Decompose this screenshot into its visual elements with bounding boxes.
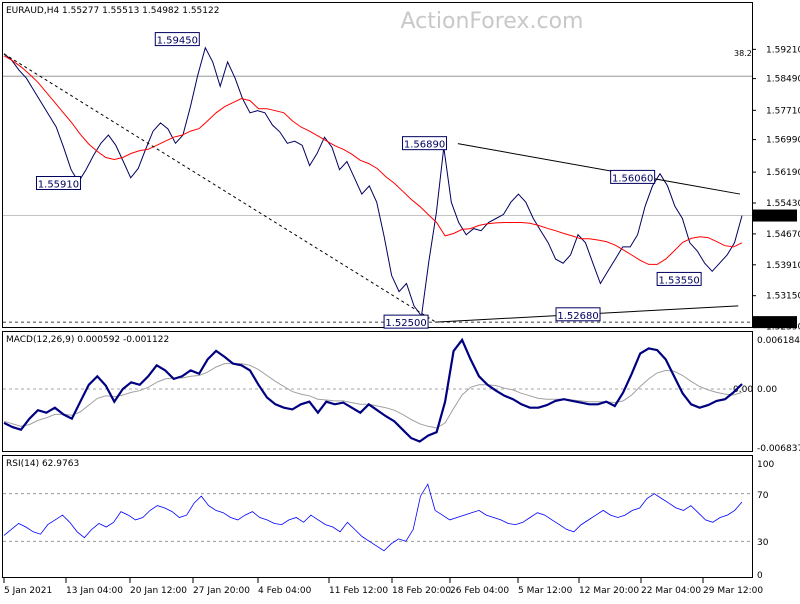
support-level-tag-label: 1.52500 [756, 319, 793, 329]
rsi-tick-30: 30 [757, 538, 769, 548]
date-axis-label: 22 Mar 04:00 [641, 586, 701, 596]
level-annotation-label: 1.52680 [557, 311, 598, 322]
rsi-pane [2, 455, 753, 578]
level-annotation-box [402, 136, 448, 151]
price-axis-label: 1.59210 [766, 45, 800, 55]
date-axis-label: 18 Feb 20:00 [392, 586, 451, 596]
date-axis-label: 29 Mar 12:00 [703, 586, 763, 596]
price-pane-symbol: EURAUD,H4 [6, 6, 59, 16]
price-axis-label: 1.53150 [766, 292, 800, 302]
date-axis-label: 12 Mar 20:00 [579, 586, 639, 596]
price-line [3, 46, 743, 318]
price-axis-label: 1.57710 [766, 106, 800, 116]
macd-pane [2, 331, 753, 452]
date-axis-label: 13 Jan 04:00 [66, 586, 123, 596]
chart-marks: 1.59210 1.58490 1.57710 1.56990 1.56190 1.554… [3, 32, 800, 596]
price-axis-label: 1.53910 [766, 261, 800, 271]
date-axis-label: 4 Feb 04:00 [258, 586, 312, 596]
date-axis-label: 5 Mar 12:00 [518, 586, 573, 596]
price-axis-label: 1.58490 [766, 75, 800, 85]
watermark: ActionForex.com [401, 9, 584, 34]
rsi-line [3, 483, 743, 552]
level-annotation-label: 1.55910 [38, 179, 79, 190]
level-annotation-box [610, 169, 656, 184]
price-axis-label: 1.56990 [766, 136, 800, 146]
level-annotation-label: 1.52500 [385, 318, 426, 329]
date-axis-label: 5 Jan 2021 [4, 586, 52, 596]
last-price-tag [753, 209, 797, 222]
fibonacci-label: 38.2 [734, 49, 752, 58]
date-axis-label: 27 Jan 20:00 [193, 586, 250, 596]
upper-triangle-line [457, 143, 741, 195]
macd-zero-inline-label: 0.00 [733, 385, 753, 395]
date-axis-label: 20 Jan 12:00 [130, 586, 187, 596]
level-annotation-label: 1.56060 [612, 173, 653, 184]
level-annotation-label: 1.56890 [404, 140, 445, 151]
downtrend-line [3, 53, 436, 323]
macd-title: MACD(12,26,9) 0.000592 -0.001122 [6, 335, 169, 345]
macd-line [3, 337, 743, 443]
price-axis-label: 1.55430 [766, 199, 800, 209]
price-pane-ohlc: 1.55277 1.55513 1.54982 1.55122 [62, 6, 219, 16]
last-price-label: 1.55122 [756, 213, 793, 223]
level-annotation-label: 1.53550 [658, 275, 699, 286]
moving-average-line [3, 55, 743, 265]
level-annotation-box [154, 32, 200, 47]
macd-tick-top: 0.006184 [757, 336, 800, 346]
macd-tick-bottom: -0.006837 [757, 444, 800, 454]
price-axis-label: 1.56190 [766, 168, 800, 178]
rsi-tick-100: 100 [757, 460, 774, 470]
level-annotation-box [555, 307, 601, 322]
level-annotation-box [35, 175, 81, 190]
rsi-title: RSI(14) 62.9763 [6, 459, 79, 469]
rsi-tick-70: 70 [757, 491, 769, 501]
level-annotation-box [656, 271, 702, 286]
level-annotation-label: 1.59450 [157, 36, 198, 47]
date-axis-label: 11 Feb 12:00 [329, 586, 388, 596]
price-pane [2, 2, 753, 328]
macd-tick-zero: 0.00 [757, 385, 777, 395]
date-axis-label: 26 Feb 04:00 [450, 586, 509, 596]
support-level-tag [753, 316, 797, 329]
level-annotation-box [383, 314, 429, 329]
macd-signal-line [3, 363, 743, 429]
price-axis-label: 1.54670 [766, 230, 800, 240]
rsi-tick-0: 0 [757, 571, 763, 581]
